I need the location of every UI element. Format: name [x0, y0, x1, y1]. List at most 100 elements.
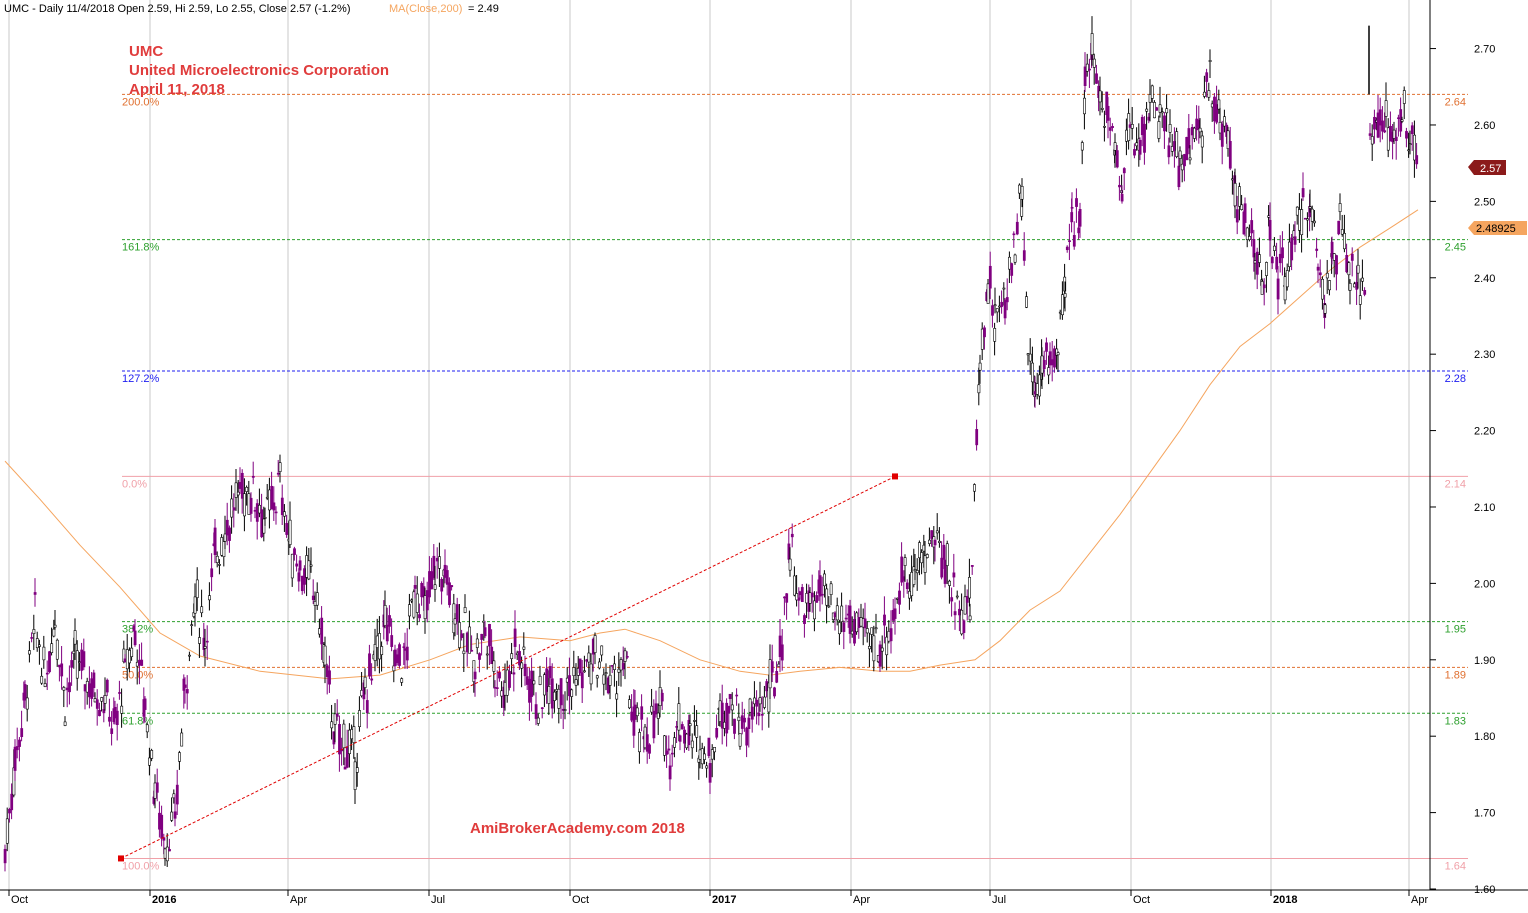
- up-bar: [193, 583, 197, 627]
- up-bar: [673, 731, 676, 758]
- up-bar: [823, 570, 826, 598]
- ma-200-line: [4, 209, 1419, 680]
- bar-body: [857, 617, 861, 628]
- fib-label: 50.0%: [122, 669, 153, 681]
- bar-body: [1061, 294, 1064, 316]
- bar-body: [80, 649, 84, 671]
- bar-body: [120, 705, 124, 714]
- bar-body: [63, 721, 67, 726]
- down-bar: [1228, 126, 1232, 171]
- down-bar: [621, 646, 625, 677]
- down-bar: [665, 735, 669, 768]
- down-bar: [578, 658, 582, 676]
- down-bar: [90, 672, 94, 707]
- bar-body: [780, 644, 784, 661]
- bar-body: [740, 715, 744, 729]
- up-bar: [1338, 193, 1342, 221]
- bar-body: [760, 714, 764, 716]
- bar-body: [23, 684, 27, 701]
- bar-body: [1098, 90, 1102, 103]
- y-tick-label: 1.60: [1474, 884, 1495, 896]
- bar-body: [630, 711, 634, 721]
- bar-body: [1078, 209, 1082, 227]
- up-bar: [492, 651, 496, 689]
- bar-body: [1310, 208, 1314, 222]
- up-bar: [258, 488, 261, 518]
- up-bar: [1300, 198, 1304, 253]
- bar-body: [255, 503, 259, 522]
- fib-label: 0.0%: [122, 478, 147, 490]
- bar-body: [683, 729, 686, 744]
- bar-body: [695, 725, 699, 738]
- up-bar: [1343, 214, 1346, 253]
- down-bar: [1003, 297, 1007, 325]
- up-bar: [1080, 140, 1084, 165]
- bar-body: [673, 737, 676, 748]
- down-bar: [425, 581, 429, 623]
- up-bar: [1018, 183, 1021, 199]
- down-bar: [1083, 52, 1087, 93]
- bar-body: [1408, 143, 1412, 145]
- up-bar: [1207, 82, 1211, 101]
- up-bar: [145, 722, 149, 739]
- bar-body: [713, 747, 716, 753]
- bar-body: [1080, 142, 1084, 151]
- down-bar: [443, 549, 447, 584]
- bar-body: [265, 496, 269, 499]
- bar-body: [350, 729, 354, 740]
- bar-body: [1231, 178, 1234, 181]
- bar-body: [1338, 203, 1342, 213]
- up-bar: [93, 692, 97, 703]
- down-bar: [413, 575, 417, 599]
- bar-body: [1015, 221, 1019, 235]
- down-bar: [534, 692, 538, 726]
- bar-body: [522, 646, 526, 650]
- up-bar: [948, 579, 951, 604]
- bar-body: [735, 694, 739, 697]
- down-bar: [725, 698, 729, 747]
- up-bar: [835, 597, 839, 626]
- bar-body: [1343, 233, 1346, 250]
- bar-body: [1167, 145, 1171, 158]
- down-bar: [975, 419, 979, 451]
- bar-body: [448, 582, 451, 606]
- x-tick-label: Oct: [11, 894, 28, 906]
- down-bar: [1045, 337, 1048, 365]
- down-bar: [33, 578, 37, 607]
- up-bar: [25, 684, 29, 722]
- bar-body: [468, 626, 471, 654]
- bar-body: [168, 849, 171, 852]
- trend-start-marker: [118, 855, 124, 862]
- bar-body: [1384, 100, 1388, 117]
- up-bar: [973, 483, 976, 502]
- x-tick-label: Oct: [572, 894, 589, 906]
- down-bar: [455, 597, 459, 635]
- up-bar: [928, 527, 931, 547]
- up-bar: [63, 716, 67, 727]
- down-bar: [388, 605, 391, 634]
- up-bar: [485, 645, 489, 670]
- up-bar: [938, 527, 941, 548]
- up-bar: [705, 761, 709, 778]
- up-bar: [748, 697, 752, 717]
- bar-body: [604, 672, 608, 674]
- down-bar: [652, 699, 656, 744]
- down-bar: [1118, 175, 1121, 201]
- bar-body: [513, 628, 517, 647]
- up-bar: [1090, 16, 1094, 66]
- up-bar: [1160, 107, 1164, 128]
- bar-body: [85, 681, 89, 693]
- down-bar: [1250, 208, 1254, 247]
- bar-body: [913, 569, 917, 572]
- up-bar: [1384, 82, 1388, 128]
- up-bar: [1273, 237, 1276, 257]
- bar-body: [848, 605, 852, 634]
- bar-body: [903, 557, 907, 566]
- bar-body: [1063, 293, 1067, 298]
- bar-body: [693, 720, 696, 722]
- up-bar: [380, 641, 384, 672]
- bar-body: [878, 644, 882, 667]
- down-bar: [1163, 112, 1166, 149]
- up-bar: [215, 551, 219, 568]
- bar-body: [885, 636, 889, 656]
